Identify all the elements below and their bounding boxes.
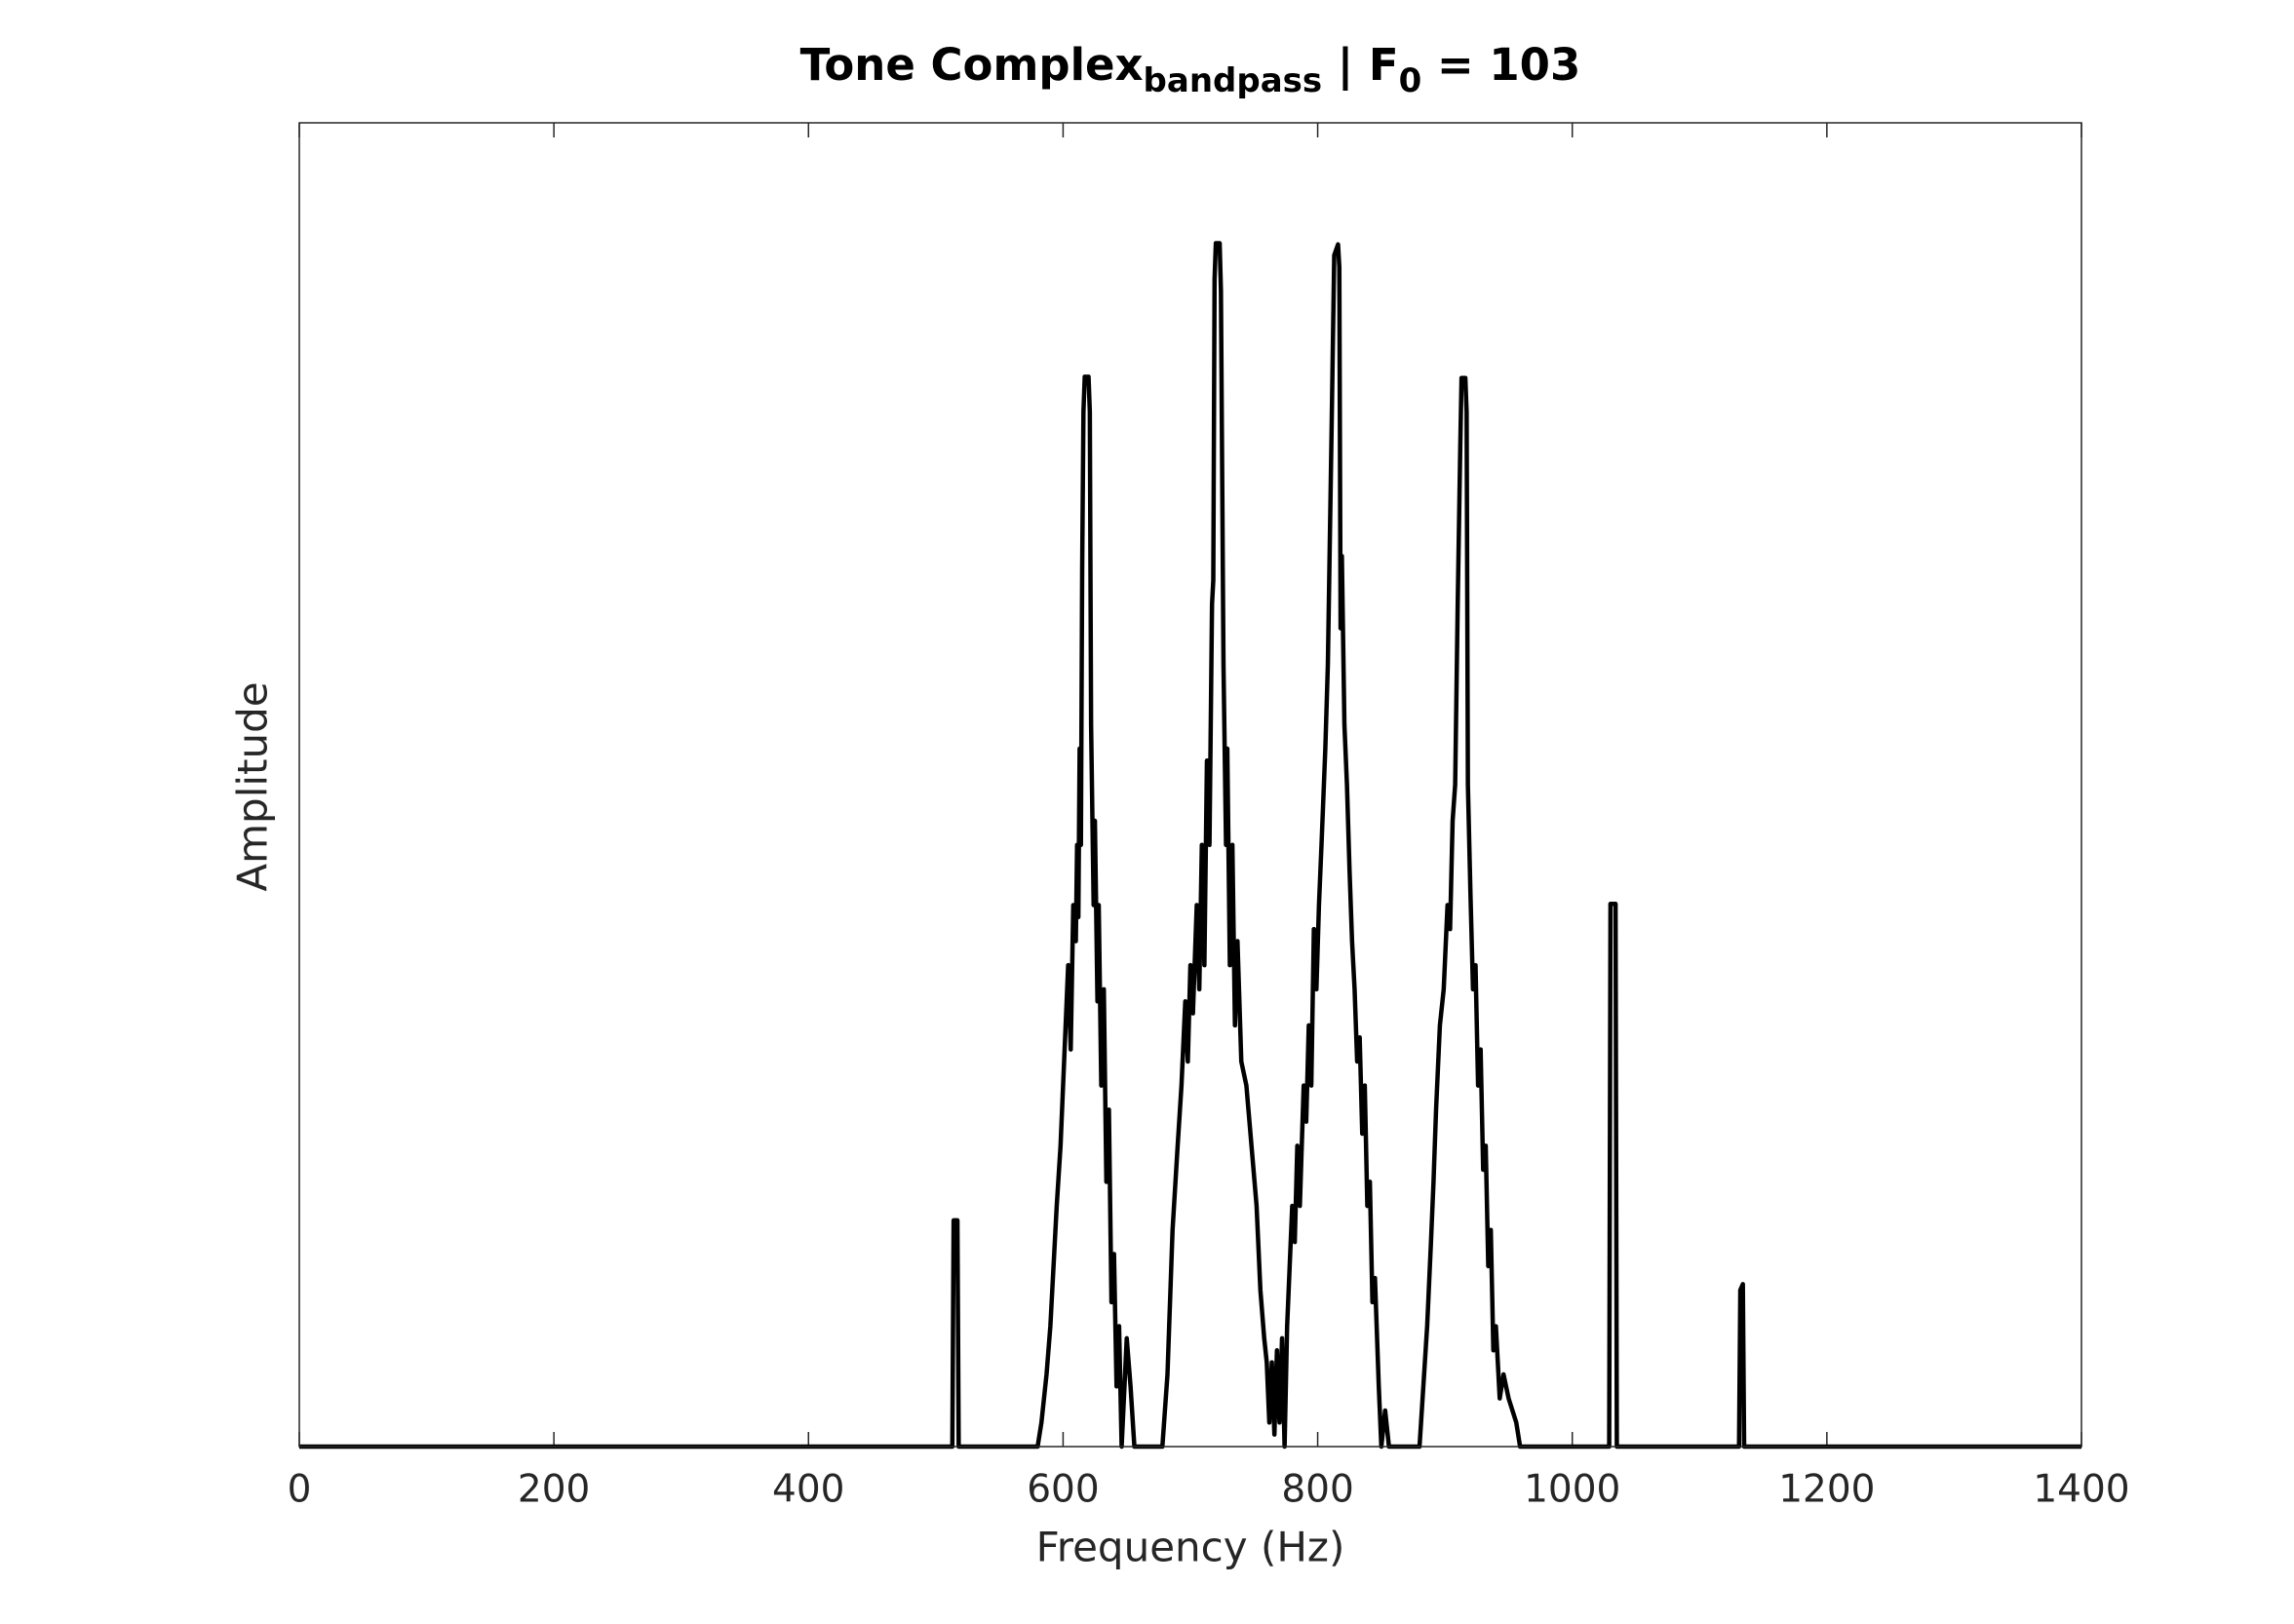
title-sub: bandpass	[1144, 61, 1323, 100]
x-tick-label: 1200	[1778, 1468, 1875, 1512]
x-tick-label: 0	[288, 1468, 312, 1512]
title-end: = 103	[1421, 39, 1580, 91]
x-tick-label: 1000	[1524, 1468, 1620, 1512]
x-tick-label: 400	[772, 1468, 844, 1512]
title-mid: | F	[1322, 39, 1399, 91]
data-line	[299, 241, 2081, 1450]
title-main: Tone Complex	[800, 39, 1144, 91]
title-sub: 0	[1399, 61, 1422, 100]
x-tick-label: 200	[518, 1468, 590, 1512]
y-axis-label: Amplitude	[229, 681, 277, 891]
x-axis-label: Frequency (Hz)	[1036, 1524, 1345, 1571]
chart-title: Tone Complexbandpass | F0 = 103	[800, 39, 1581, 100]
x-tick-label: 600	[1027, 1468, 1099, 1512]
x-tick-label: 1400	[2033, 1468, 2129, 1512]
x-tick-label: 800	[1281, 1468, 1353, 1512]
axes-box	[298, 122, 2082, 1448]
